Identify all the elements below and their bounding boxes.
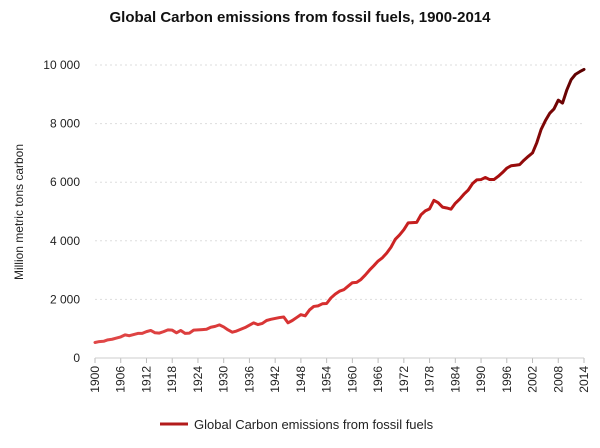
x-tick-label: 1930: [217, 366, 231, 393]
legend-label: Global Carbon emissions from fossil fuel…: [194, 417, 434, 432]
y-tick-label: 4 000: [50, 234, 80, 248]
x-tick-label: 1906: [114, 366, 128, 393]
y-tick-label: 2 000: [50, 292, 80, 306]
x-tick-label: 1972: [397, 366, 411, 393]
y-tick-label: 8 000: [50, 117, 80, 131]
legend: Global Carbon emissions from fossil fuel…: [160, 417, 434, 432]
x-tick-label: 1966: [371, 366, 385, 393]
chart-title: Global Carbon emissions from fossil fuel…: [110, 9, 492, 26]
x-tick-label: 1924: [191, 366, 205, 393]
y-tick-label: 6 000: [50, 175, 80, 189]
x-tick-label: 1990: [474, 366, 488, 393]
x-tick-label: 1936: [242, 366, 256, 393]
gridlines: [95, 64, 584, 300]
x-tick-label: 1948: [294, 366, 308, 393]
x-tick-label: 1900: [88, 366, 102, 393]
y-tick-label: 10 000: [43, 58, 80, 72]
x-tick-label: 2014: [577, 366, 591, 393]
x-tick-label: 1942: [268, 366, 282, 393]
x-tick-label: 1978: [423, 366, 437, 393]
y-axis-ticks: 0 2 000 4 000 6 000 8 000 10 000: [43, 58, 80, 365]
x-tick-label: 1954: [320, 366, 334, 393]
x-tick-label: 1996: [500, 366, 514, 393]
x-axis-ticks: 1900 1906 1912 1918 1924 1930 1936 1942 1948 1954…: [88, 358, 591, 393]
x-tick-label: 1960: [345, 366, 359, 393]
x-tick-label: 1984: [448, 366, 462, 393]
x-tick-label: 1912: [139, 366, 153, 393]
x-tick-label: 2008: [551, 366, 565, 393]
y-tick-label: 0: [73, 351, 80, 365]
series-line: [93, 67, 586, 344]
x-tick-label: 2002: [526, 366, 540, 393]
y-axis-label: Million metric tons carbon: [12, 144, 26, 280]
x-tick-label: 1918: [165, 366, 179, 393]
